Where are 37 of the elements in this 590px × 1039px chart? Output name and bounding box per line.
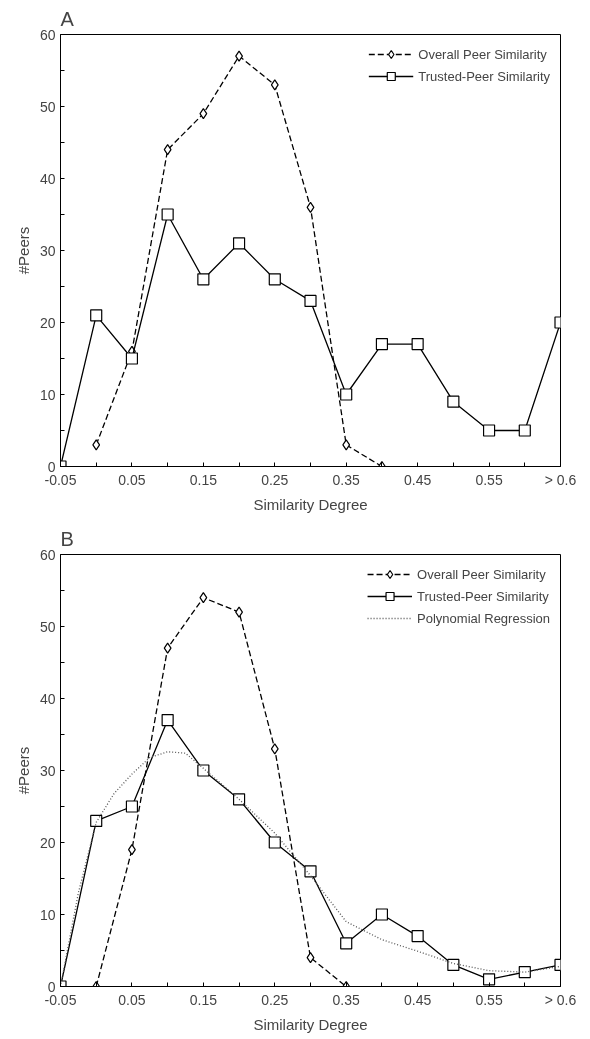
y-axis-title: #Peers — [14, 746, 32, 795]
y-tick-label: 50 — [39, 98, 56, 115]
x-tick-label: > 0.6 — [544, 991, 577, 1008]
x-tick-label: 0.55 — [475, 471, 503, 488]
y-tick-label: 30 — [39, 762, 56, 779]
y-tick-label: 40 — [39, 690, 56, 707]
x-tick-label: 0.45 — [404, 991, 432, 1008]
x-tick-label: 0.15 — [189, 471, 218, 488]
legend-label: Trusted-Peer Similarity — [417, 588, 549, 604]
y-tick-label: 30 — [39, 242, 56, 259]
x-tick-label: 0.55 — [475, 991, 503, 1008]
x-tick-label: 0.25 — [261, 471, 289, 488]
x-tick-label: 0.45 — [404, 471, 432, 488]
y-tick-label: 10 — [39, 906, 56, 923]
x-tick-label: 0.05 — [118, 991, 146, 1008]
y-tick-label: 60 — [39, 546, 56, 563]
legend-label: Overall Peer Similarity — [418, 46, 547, 62]
y-tick-label: 60 — [39, 26, 56, 43]
x-axis-title: Similarity Degree — [253, 1015, 368, 1033]
legend-label: Polynomial Regression — [417, 610, 550, 626]
x-tick-label: 0.25 — [261, 991, 289, 1008]
y-tick-label: 50 — [39, 618, 56, 635]
y-axis-title: #Peers — [14, 226, 32, 275]
chart-title: B — [60, 527, 74, 550]
legend-label: Trusted-Peer Similarity — [418, 68, 550, 84]
x-tick-label: > 0.6 — [544, 471, 577, 488]
y-tick-label: 10 — [39, 386, 56, 403]
x-tick-label: 0.05 — [118, 471, 146, 488]
x-tick-label: 0.35 — [332, 471, 361, 488]
y-tick-label: 20 — [39, 834, 56, 851]
y-tick-label: 20 — [39, 314, 56, 331]
legend-label: Overall Peer Similarity — [417, 566, 546, 582]
x-tick-label: 0.35 — [332, 991, 361, 1008]
x-axis-title: Similarity Degree — [253, 495, 368, 513]
y-tick-label: 40 — [39, 170, 56, 187]
chart-title: A — [60, 7, 75, 30]
x-tick-label: 0.15 — [189, 991, 218, 1008]
